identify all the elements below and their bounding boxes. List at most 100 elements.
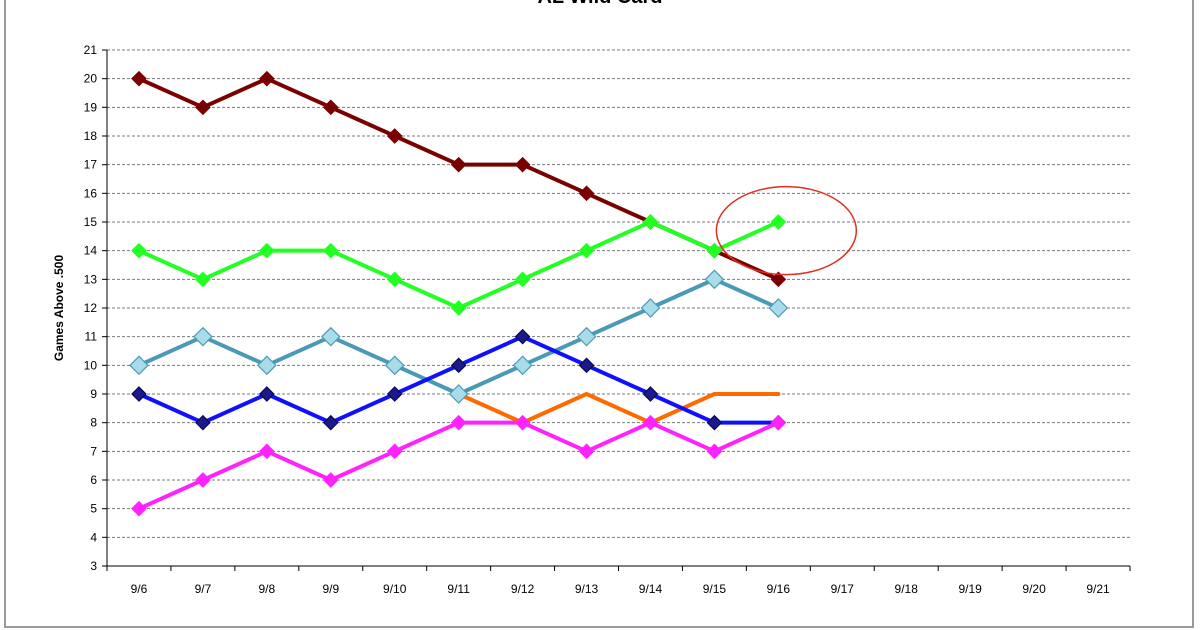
x-tick-label: 9/20 xyxy=(1022,582,1046,596)
series-point-2 xyxy=(768,298,789,318)
series-point-5 xyxy=(258,443,275,460)
series-point-0 xyxy=(195,99,211,116)
x-tick-label: 9/21 xyxy=(1086,582,1110,596)
y-tick-label: 8 xyxy=(90,416,97,430)
series-point-5 xyxy=(514,414,531,431)
series-point-5 xyxy=(131,500,147,517)
series-point-1 xyxy=(578,242,595,259)
highlight-circle xyxy=(715,185,858,276)
x-tick-label: 9/14 xyxy=(639,582,663,596)
x-tick-label: 9/12 xyxy=(511,582,535,596)
y-tick-label: 6 xyxy=(90,473,97,487)
series-point-0 xyxy=(258,70,275,87)
chart-frame xyxy=(4,0,1194,628)
axes: 3 4 5 6 7 8 9 10 11 12 13 14 15 16 17 18 19 20 21 9/6 9/7 9/8… xyxy=(84,43,1131,596)
x-tick-label: 9/15 xyxy=(703,582,727,596)
series-line-3 xyxy=(456,392,781,425)
x-tick-label: 9/19 xyxy=(958,582,982,596)
series-point-5 xyxy=(386,443,403,460)
series-point-4 xyxy=(195,414,211,431)
x-tick-label: 9/16 xyxy=(767,582,791,596)
series-point-1 xyxy=(195,271,211,288)
series-point-2 xyxy=(256,355,277,376)
series-point-4 xyxy=(578,357,595,374)
series-point-2 xyxy=(576,326,597,347)
y-tick-label: 3 xyxy=(90,559,97,573)
y-tick-label: 14 xyxy=(84,244,98,258)
series-point-2 xyxy=(193,326,213,347)
x-tick-label: 9/17 xyxy=(831,582,855,596)
y-tick-label: 13 xyxy=(84,272,98,286)
y-tick-label: 18 xyxy=(84,129,98,143)
x-tick-label: 9/6 xyxy=(131,582,148,596)
series-point-0 xyxy=(450,156,467,173)
y-tick-label: 20 xyxy=(84,72,98,86)
series-point-0 xyxy=(578,185,595,202)
series-point-2 xyxy=(512,355,533,376)
series-point-1 xyxy=(258,242,275,259)
series-point-0 xyxy=(131,70,147,87)
x-tick-label: 9/18 xyxy=(895,582,919,596)
series-point-0 xyxy=(322,99,339,116)
series-point-1 xyxy=(770,214,787,230)
y-tick-label: 16 xyxy=(84,186,98,200)
y-tick-label: 17 xyxy=(84,158,98,172)
y-tick-label: 15 xyxy=(84,215,98,229)
series-point-4 xyxy=(450,357,467,374)
series-point-1 xyxy=(514,271,531,288)
series-line-0 xyxy=(136,76,781,282)
x-tick-label: 9/11 xyxy=(447,582,470,596)
series-point-4 xyxy=(706,414,723,431)
y-tick-label: 21 xyxy=(84,43,98,57)
series-point-4 xyxy=(386,386,403,402)
annotations xyxy=(715,185,858,276)
series-point-2 xyxy=(640,298,661,318)
series-point-2 xyxy=(704,269,725,290)
series-point-4 xyxy=(642,386,659,402)
series-point-5 xyxy=(642,414,659,431)
series-point-5 xyxy=(450,414,467,431)
x-tick-label: 9/7 xyxy=(195,582,212,596)
y-tick-label: 12 xyxy=(84,301,98,315)
series-point-4 xyxy=(131,386,147,402)
series-point-0 xyxy=(770,271,787,288)
series-point-1 xyxy=(386,271,403,288)
y-tick-label: 9 xyxy=(90,387,97,401)
series-point-2 xyxy=(320,326,341,347)
series-point-2 xyxy=(384,355,405,376)
series-point-0 xyxy=(386,128,403,144)
y-tick-label: 7 xyxy=(90,444,97,458)
series-markers xyxy=(129,70,789,517)
series-point-1 xyxy=(322,242,339,259)
series-point-5 xyxy=(322,472,339,488)
series-point-5 xyxy=(770,414,787,431)
y-tick-label: 19 xyxy=(84,100,98,114)
series-point-1 xyxy=(131,242,147,259)
series-point-4 xyxy=(514,328,531,345)
y-tick-label: 11 xyxy=(85,330,98,344)
series-point-5 xyxy=(706,443,723,460)
series-point-1 xyxy=(450,300,467,316)
series-point-5 xyxy=(578,443,595,460)
series-point-4 xyxy=(258,386,275,402)
series-point-1 xyxy=(706,242,723,259)
series-lines xyxy=(136,76,781,511)
series-point-2 xyxy=(129,355,149,376)
y-axis-title: Games Above .500 xyxy=(52,255,66,362)
series-point-1 xyxy=(642,214,659,230)
series-point-0 xyxy=(514,156,531,173)
y-tick-label: 4 xyxy=(90,530,97,544)
y-tick-label: 10 xyxy=(84,358,98,372)
y-tick-label: 5 xyxy=(90,502,97,516)
series-line-5 xyxy=(136,420,781,511)
x-tick-label: 9/13 xyxy=(575,582,599,596)
series-point-5 xyxy=(195,472,211,488)
x-tick-label: 9/9 xyxy=(322,582,339,596)
x-tick-label: 9/10 xyxy=(383,582,407,596)
series-point-4 xyxy=(322,414,339,431)
series-point-2 xyxy=(448,384,469,404)
x-tick-label: 9/8 xyxy=(259,582,276,596)
grid-lines xyxy=(107,49,1130,538)
chart-title: AL Wild Card xyxy=(0,0,1200,9)
